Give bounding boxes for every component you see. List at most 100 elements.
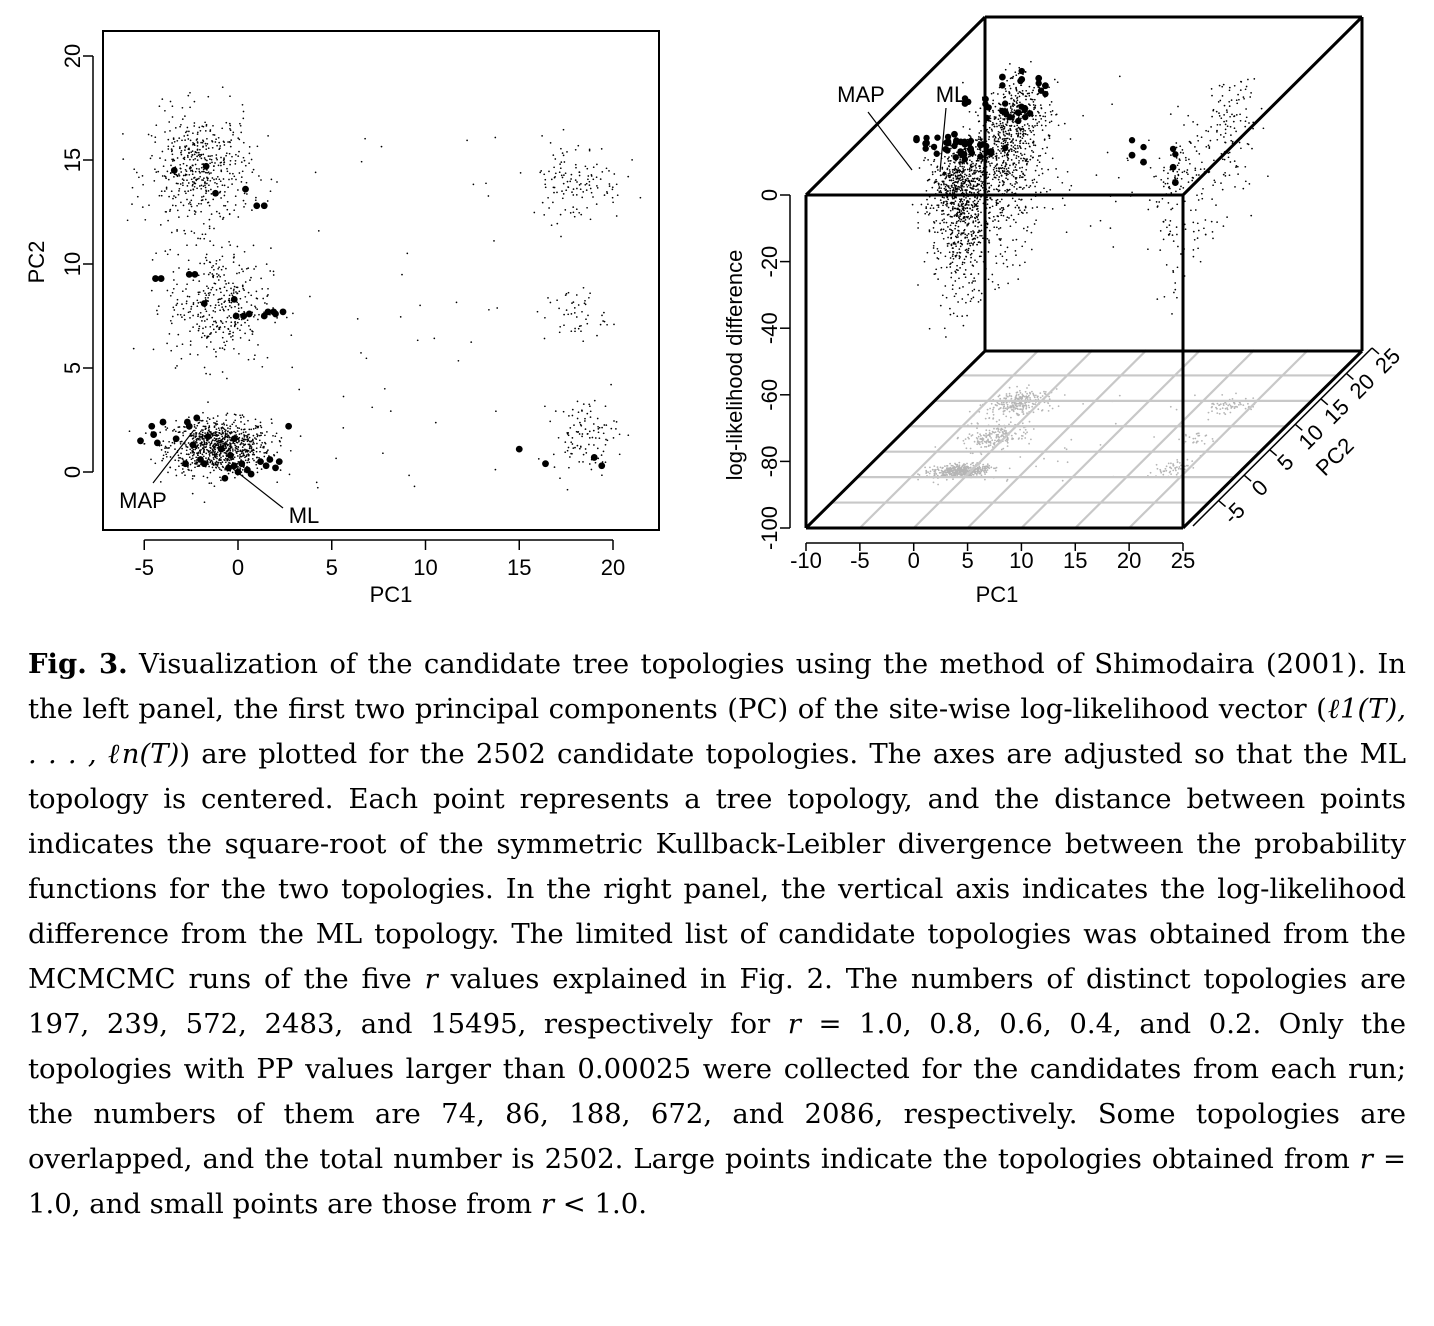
small-point-3d — [946, 214, 949, 216]
small-point — [204, 184, 206, 187]
floor-point — [995, 469, 997, 472]
small-point-3d — [1003, 154, 1006, 157]
small-point-3d — [1029, 185, 1032, 187]
small-point-3d — [937, 278, 939, 280]
floor-point — [989, 435, 991, 438]
small-point-3d — [988, 173, 991, 176]
small-point-3d — [1028, 186, 1030, 189]
small-point-3d — [1044, 124, 1047, 127]
floor-point — [936, 466, 939, 468]
floor-point — [1233, 407, 1236, 410]
small-point — [185, 444, 187, 446]
small-point — [315, 481, 318, 484]
small-point — [207, 287, 210, 290]
small-point — [580, 324, 582, 327]
small-point — [159, 224, 162, 226]
small-point — [252, 441, 255, 444]
small-point — [147, 133, 150, 136]
small-point — [181, 106, 184, 109]
small-point-3d — [942, 237, 945, 240]
small-point-3d — [967, 233, 970, 235]
small-point-3d — [975, 146, 977, 148]
small-point — [161, 98, 164, 100]
small-point-3d — [974, 220, 977, 222]
small-point — [627, 434, 630, 437]
small-point-3d — [943, 213, 945, 215]
small-point — [389, 410, 392, 412]
floor-point — [1224, 407, 1227, 410]
small-point-3d — [979, 136, 982, 139]
small-point-3d — [961, 261, 964, 264]
small-point — [191, 150, 194, 152]
floor-point — [1242, 404, 1245, 406]
small-point-3d — [947, 206, 950, 209]
small-point — [209, 447, 212, 450]
floor-point — [971, 452, 974, 455]
small-point-3d — [1030, 231, 1033, 234]
small-point — [201, 199, 204, 201]
floor-point — [1041, 409, 1043, 412]
small-point — [214, 432, 217, 435]
floor-point — [1028, 442, 1030, 445]
small-point-3d — [1016, 151, 1019, 153]
floor-point — [1240, 403, 1242, 406]
small-point-3d — [992, 168, 995, 171]
large-point — [185, 271, 193, 278]
small-point-3d — [1006, 154, 1008, 157]
small-point — [187, 94, 190, 97]
floor-point — [968, 410, 971, 413]
small-point — [419, 304, 421, 307]
small-point — [178, 137, 181, 139]
small-point — [266, 431, 268, 433]
small-point — [229, 449, 232, 452]
small-point — [537, 458, 540, 460]
small-point — [161, 150, 164, 153]
small-point-3d — [984, 204, 986, 207]
small-point-3d — [1026, 226, 1029, 228]
small-point-3d — [1005, 123, 1007, 126]
small-point — [335, 457, 337, 460]
small-point-3d — [1016, 124, 1019, 127]
floor-point — [1165, 465, 1168, 468]
small-point-3d — [958, 186, 960, 188]
small-point-3d — [973, 205, 976, 208]
small-point — [186, 198, 188, 201]
small-point — [161, 459, 163, 462]
small-point-3d — [1050, 120, 1053, 123]
small-point-3d — [957, 219, 960, 222]
small-point — [197, 454, 199, 457]
small-point — [224, 441, 227, 444]
small-point — [567, 446, 570, 449]
small-point-3d — [1012, 175, 1015, 178]
small-point — [196, 178, 198, 181]
small-point-3d — [989, 162, 991, 165]
floor-point — [1025, 397, 1027, 400]
small-point-3d — [1011, 174, 1013, 176]
small-point — [606, 323, 608, 326]
small-point-3d — [995, 255, 997, 258]
small-point — [230, 431, 233, 434]
small-point-3d — [990, 128, 993, 131]
small-point — [213, 455, 216, 458]
small-point — [164, 447, 166, 449]
small-point — [221, 184, 224, 187]
small-point-3d — [941, 232, 944, 235]
small-point-3d — [911, 203, 914, 206]
floor-point — [1014, 408, 1016, 410]
floor-point — [1174, 467, 1177, 470]
small-point-3d — [971, 204, 974, 207]
small-point — [588, 463, 591, 465]
small-point-3d — [954, 270, 957, 273]
small-point-3d — [926, 211, 928, 213]
floor-point — [1082, 403, 1084, 405]
small-point-3d — [977, 301, 980, 303]
floor-point — [931, 468, 934, 471]
small-point-3d — [1037, 86, 1039, 88]
small-point — [230, 292, 233, 295]
small-point-3d — [1002, 262, 1005, 265]
small-point-3d — [1005, 163, 1007, 166]
small-point-3d — [951, 247, 954, 249]
small-point — [587, 314, 589, 317]
small-point — [615, 183, 618, 186]
small-point — [207, 335, 210, 338]
